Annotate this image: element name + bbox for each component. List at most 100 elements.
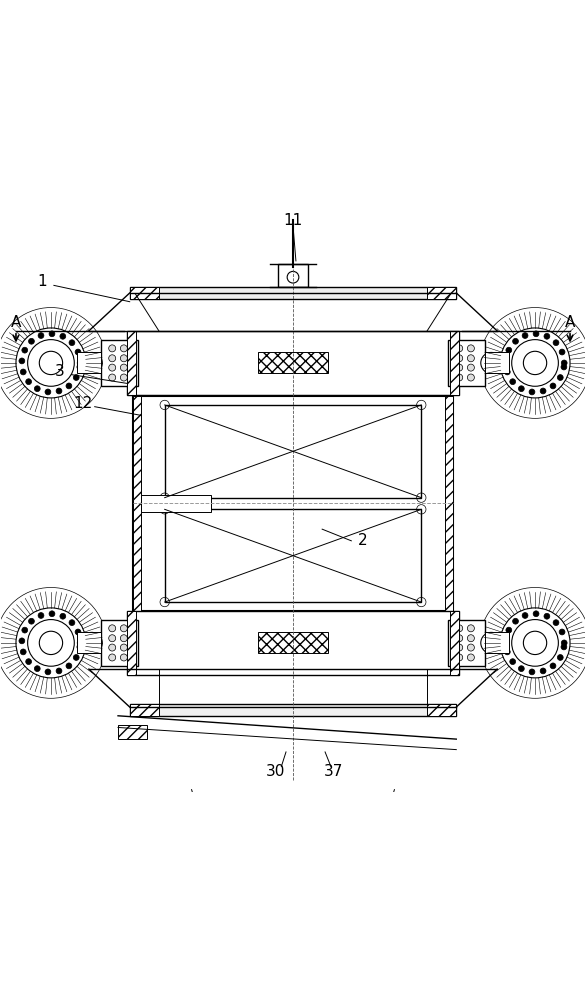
Circle shape xyxy=(468,625,475,632)
Circle shape xyxy=(26,659,32,665)
Text: 30: 30 xyxy=(266,764,285,779)
Bar xyxy=(141,495,212,512)
Circle shape xyxy=(533,611,539,617)
Circle shape xyxy=(60,613,66,619)
Bar xyxy=(445,396,454,611)
Circle shape xyxy=(479,308,586,418)
Circle shape xyxy=(49,611,55,617)
Circle shape xyxy=(49,331,55,337)
Circle shape xyxy=(510,379,516,385)
Bar xyxy=(427,287,456,299)
Bar xyxy=(130,287,456,299)
Circle shape xyxy=(108,345,115,352)
Circle shape xyxy=(108,625,115,632)
Circle shape xyxy=(77,360,83,366)
Circle shape xyxy=(506,347,512,353)
Bar xyxy=(101,620,138,666)
Circle shape xyxy=(559,349,565,355)
Circle shape xyxy=(16,328,86,398)
Text: 37: 37 xyxy=(324,764,343,779)
Circle shape xyxy=(26,379,32,385)
Circle shape xyxy=(468,364,475,371)
Circle shape xyxy=(559,629,565,635)
Circle shape xyxy=(108,364,115,371)
Bar xyxy=(118,725,147,739)
Circle shape xyxy=(468,374,475,381)
Circle shape xyxy=(35,386,40,392)
Circle shape xyxy=(557,655,563,660)
Circle shape xyxy=(77,644,83,650)
Text: 2: 2 xyxy=(358,533,368,548)
Circle shape xyxy=(456,345,463,352)
Circle shape xyxy=(81,632,103,653)
Circle shape xyxy=(0,308,107,418)
Bar xyxy=(132,396,454,611)
Bar xyxy=(165,509,421,602)
Circle shape xyxy=(0,587,107,698)
Circle shape xyxy=(523,351,547,375)
Circle shape xyxy=(77,640,83,646)
Circle shape xyxy=(540,668,546,674)
Bar xyxy=(127,331,459,395)
Circle shape xyxy=(479,587,586,698)
Circle shape xyxy=(503,358,509,364)
Circle shape xyxy=(56,668,62,674)
Circle shape xyxy=(512,620,558,666)
Circle shape xyxy=(550,663,556,669)
Circle shape xyxy=(512,340,558,386)
Circle shape xyxy=(519,386,524,392)
Bar xyxy=(451,331,459,395)
Circle shape xyxy=(73,375,79,380)
Circle shape xyxy=(456,625,463,632)
Circle shape xyxy=(75,349,81,355)
Circle shape xyxy=(29,338,35,344)
Circle shape xyxy=(561,644,567,650)
Circle shape xyxy=(108,355,115,362)
Bar xyxy=(427,704,456,716)
Bar xyxy=(258,352,328,373)
Bar xyxy=(278,264,308,287)
Circle shape xyxy=(456,644,463,651)
Circle shape xyxy=(21,649,26,655)
Bar xyxy=(258,632,328,653)
Circle shape xyxy=(500,328,570,398)
Circle shape xyxy=(468,644,475,651)
Circle shape xyxy=(69,620,75,626)
Circle shape xyxy=(544,613,550,619)
Circle shape xyxy=(529,389,535,395)
Circle shape xyxy=(456,635,463,642)
Bar xyxy=(127,331,135,395)
Bar xyxy=(130,704,456,716)
Bar xyxy=(77,352,101,373)
Circle shape xyxy=(108,635,115,642)
Circle shape xyxy=(22,347,28,353)
Circle shape xyxy=(73,655,79,660)
Circle shape xyxy=(544,333,550,339)
Circle shape xyxy=(561,360,567,366)
Circle shape xyxy=(505,369,510,375)
Circle shape xyxy=(28,340,74,386)
Circle shape xyxy=(533,331,539,337)
Circle shape xyxy=(468,635,475,642)
Circle shape xyxy=(39,631,63,655)
Bar xyxy=(130,704,159,716)
Bar xyxy=(165,405,421,498)
Circle shape xyxy=(35,666,40,672)
Text: 1: 1 xyxy=(38,274,47,289)
Circle shape xyxy=(553,620,559,626)
Circle shape xyxy=(108,374,115,381)
Bar xyxy=(127,611,459,675)
Circle shape xyxy=(22,627,28,633)
Circle shape xyxy=(69,340,75,346)
Circle shape xyxy=(481,632,502,653)
Circle shape xyxy=(468,345,475,352)
Circle shape xyxy=(287,271,299,283)
Circle shape xyxy=(468,355,475,362)
Circle shape xyxy=(456,364,463,371)
Circle shape xyxy=(108,654,115,661)
Bar xyxy=(299,264,308,287)
Circle shape xyxy=(550,383,556,389)
Circle shape xyxy=(66,383,72,389)
Circle shape xyxy=(28,620,74,666)
Bar xyxy=(77,632,101,653)
